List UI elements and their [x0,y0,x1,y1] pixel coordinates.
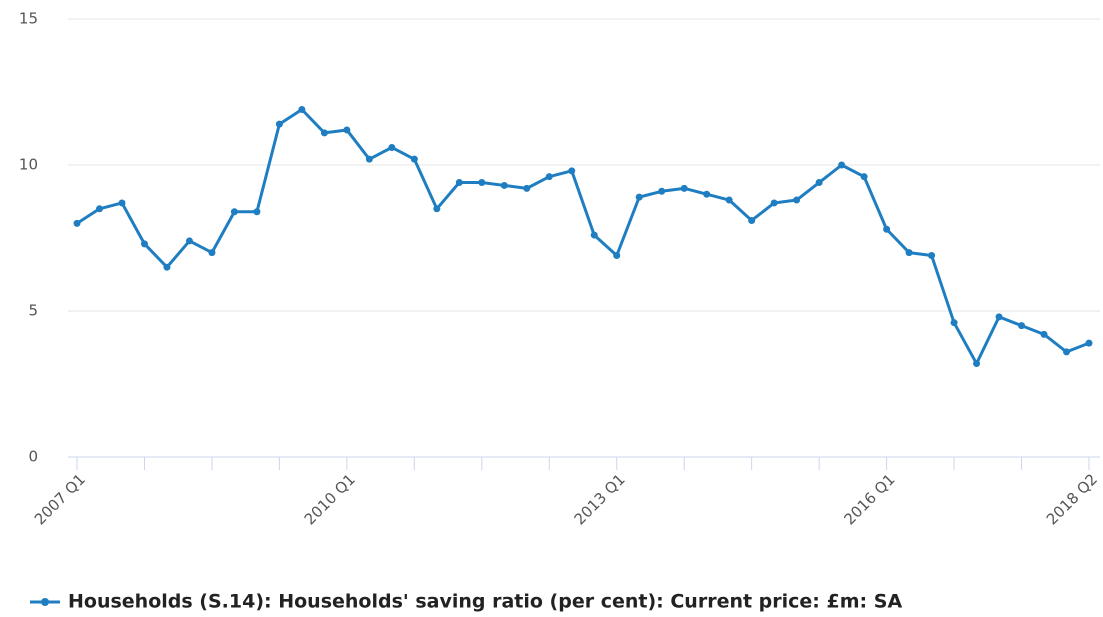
point [680,184,688,192]
point [298,106,306,114]
point [748,216,756,224]
y-tick-label: 15 [19,10,38,28]
point [568,167,576,175]
x-tick-label: 2018 Q2 [1043,470,1101,528]
point [635,193,643,201]
point [545,173,553,181]
point [770,199,778,207]
line [76,108,1090,366]
point [1063,348,1071,356]
point [343,126,351,134]
point [140,240,148,248]
point [815,179,823,187]
point [1018,322,1026,330]
x-tick-label: 2007 Q1 [31,470,89,528]
point [973,360,981,368]
point [725,196,733,204]
x-tick-label: 2013 Q1 [571,470,629,528]
point [320,129,328,137]
point [793,196,801,204]
point [410,155,418,163]
point [500,181,508,189]
point [1085,339,1093,347]
point [1040,330,1048,338]
point [523,184,531,192]
point [388,143,396,151]
legend-label: Households (S.14): Households' saving ra… [68,591,902,613]
point [658,187,666,195]
y-tick-label: 10 [19,156,38,174]
y-tick-label: 0 [28,448,38,466]
point [73,219,81,227]
point [230,208,238,216]
x-tick-label: 2010 Q1 [301,470,359,528]
point [883,225,891,233]
point [590,231,598,239]
point [613,252,621,260]
point [860,173,868,181]
point [433,205,441,213]
point [928,252,936,260]
point [208,249,216,257]
point [163,263,171,271]
point [253,208,261,216]
point [703,190,711,198]
point [838,161,846,169]
legend-marker [41,598,49,606]
point [365,155,373,163]
point [185,237,193,245]
point [455,179,463,187]
point [118,199,126,207]
point [275,120,283,128]
y-tick-label: 5 [28,302,38,320]
point [478,179,486,187]
x-tick-label: 2016 Q1 [840,470,898,528]
point [995,313,1003,321]
point [905,249,913,257]
point [95,205,103,213]
point [950,319,958,327]
